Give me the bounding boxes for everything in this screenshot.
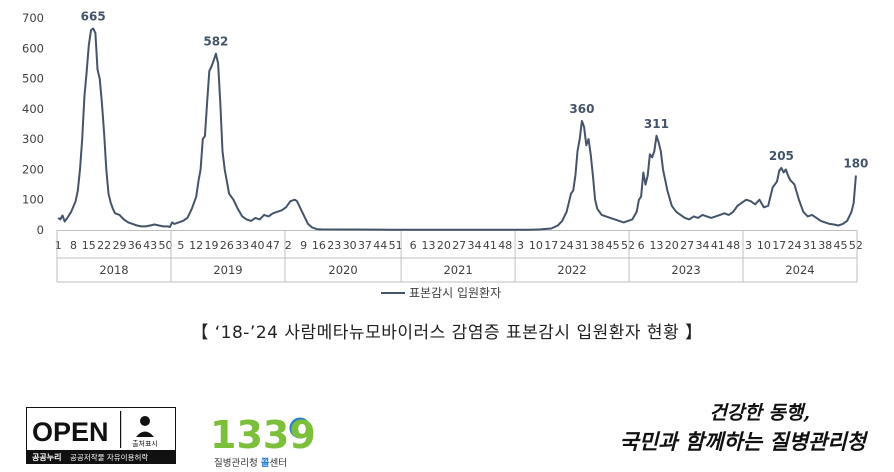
y-tick-label: 100 — [22, 193, 44, 207]
y-tick-label: 700 — [22, 11, 44, 25]
week-tick-label: 34 — [695, 239, 709, 252]
week-tick-label: 40 — [251, 239, 265, 252]
week-tick-label: 16 — [312, 239, 326, 252]
week-tick-label: 30 — [343, 239, 357, 252]
peak-label: 665 — [81, 10, 106, 24]
open-license-logo: OPEN 출처표시 공공누리 공공저작물 자유이용허락 — [26, 407, 176, 464]
call-center-name: 질병관리청 콜센터 — [214, 457, 287, 469]
year-label: 2019 — [213, 263, 242, 277]
call-center-name-highlight: 콜 — [261, 458, 270, 469]
week-tick-label: 3 — [517, 239, 524, 252]
week-tick-label: 27 — [452, 239, 466, 252]
week-tick-label: 20 — [665, 239, 679, 252]
week-tick-label: 37 — [358, 239, 372, 252]
week-tick-label: 6 — [638, 239, 645, 252]
week-tick-label: 1 — [55, 239, 62, 252]
series-line — [57, 27, 857, 231]
week-tick-label: 19 — [205, 239, 219, 252]
peak-label: 205 — [769, 149, 794, 163]
week-tick-label: 10 — [529, 239, 543, 252]
legend-label: 표본감시 입원환자 — [409, 286, 501, 300]
week-tick-label: 23 — [327, 239, 341, 252]
peak-labels: 665 582 360 311 205 180 — [81, 10, 869, 171]
week-tick-label: 45 — [834, 239, 848, 252]
y-tick-label: 500 — [22, 72, 44, 86]
call-center-1339-logo: 1339 질병관리청 콜센터 — [210, 413, 316, 469]
headset-icon — [289, 417, 311, 439]
chart-caption: 【 ‘18-’24 사람메타뉴모바이러스 감염증 표본감시 입원환자 현황 】 — [191, 323, 703, 343]
week-tick-label: 13 — [649, 239, 663, 252]
week-tick-label: 48 — [726, 239, 740, 252]
peak-label: 360 — [569, 102, 594, 116]
week-tick-label: 9 — [300, 239, 307, 252]
week-tick-label: 29 — [112, 239, 126, 252]
peak-label: 311 — [644, 117, 669, 131]
year-label: 2023 — [671, 263, 700, 277]
y-axis: 0 100 200 300 400 500 600 700 — [22, 11, 44, 237]
slogan-line-1: 건강한 동행, — [709, 402, 810, 424]
week-tick-label: 41 — [711, 239, 725, 252]
week-tick-label: 26 — [220, 239, 234, 252]
week-tick-label: 15 — [82, 239, 96, 252]
kdca-slogan: 건강한 동행, 국민과 함께하는 질병관리청 — [600, 396, 870, 466]
peak-label: 582 — [203, 35, 228, 49]
year-label: 2018 — [99, 263, 128, 277]
week-tick-label: 33 — [235, 239, 249, 252]
open-logo-text: OPEN — [32, 417, 109, 447]
week-tick-label: 51 — [389, 239, 403, 252]
week-tick-label: 13 — [422, 239, 436, 252]
week-tick-label: 31 — [803, 239, 817, 252]
y-tick-label: 200 — [22, 162, 44, 176]
call-center-number: 1339 — [210, 413, 316, 457]
year-label: 2021 — [443, 263, 472, 277]
week-tick-label: 10 — [757, 239, 771, 252]
week-tick-label: 20 — [437, 239, 451, 252]
week-tick-label: 44 — [373, 239, 387, 252]
week-tick-label: 50 — [158, 239, 172, 252]
week-tick-label: 2 — [285, 239, 292, 252]
week-tick-label: 17 — [544, 239, 558, 252]
year-label: 2020 — [328, 263, 357, 277]
call-center-name-prefix: 질병관리청 — [214, 457, 261, 469]
attribution-person-icon — [136, 416, 154, 437]
open-badge-text: 출처표시 — [132, 439, 158, 448]
week-tick-label: 12 — [189, 239, 203, 252]
week-tick-label: 38 — [590, 239, 604, 252]
week-tick-label: 48 — [498, 239, 512, 252]
week-tick-label: 47 — [266, 239, 280, 252]
open-sub-text: 공공저작물 자유이용허락 — [70, 452, 148, 462]
week-tick-label: 52 — [621, 239, 635, 252]
week-tick-label: 34 — [468, 239, 482, 252]
legend: 표본감시 입원환자 — [381, 286, 501, 300]
year-label: 2022 — [557, 263, 586, 277]
week-tick-label: 22 — [97, 239, 111, 252]
y-tick-label: 600 — [22, 41, 44, 55]
week-tick-label: 38 — [818, 239, 832, 252]
week-tick-label: 5 — [177, 239, 184, 252]
week-tick-label: 52 — [849, 239, 863, 252]
open-sub-bold: 공공누리 — [32, 452, 61, 462]
y-tick-label: 300 — [22, 132, 44, 146]
week-tick-label: 36 — [128, 239, 142, 252]
y-tick-label: 0 — [37, 223, 44, 237]
week-tick-label: 41 — [483, 239, 497, 252]
week-tick-label: 31 — [575, 239, 589, 252]
call-center-name-suffix: 센터 — [269, 458, 286, 469]
week-tick-label: 27 — [680, 239, 694, 252]
week-tick-label: 3 — [745, 239, 752, 252]
year-label: 2024 — [785, 263, 814, 277]
week-tick-label: 17 — [772, 239, 786, 252]
week-tick-label: 43 — [143, 239, 157, 252]
week-tick-label: 8 — [70, 239, 77, 252]
y-tick-label: 400 — [22, 102, 44, 116]
peak-label: 180 — [843, 156, 868, 170]
week-tick-label: 6 — [410, 239, 417, 252]
slogan-line-2: 국민과 함께하는 질병관리청 — [619, 429, 866, 454]
week-tick-label: 24 — [560, 239, 574, 252]
week-tick-label: 45 — [606, 239, 620, 252]
week-tick-label: 24 — [788, 239, 802, 252]
